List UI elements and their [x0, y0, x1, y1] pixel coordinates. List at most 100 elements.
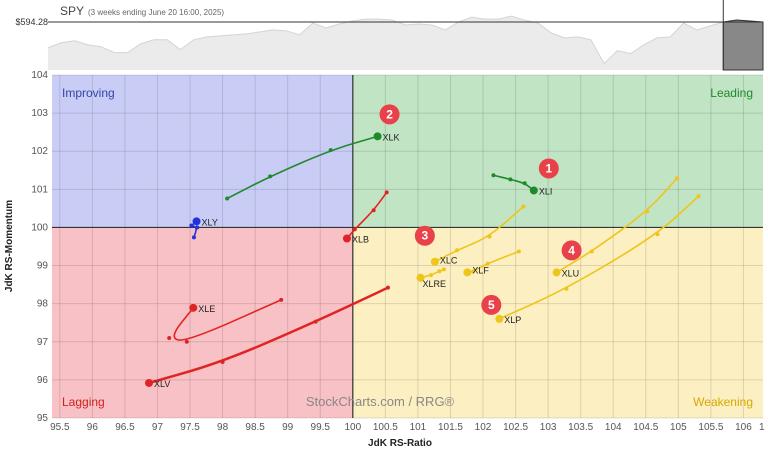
- head-point: [463, 268, 472, 277]
- x-tick-label: 1: [759, 422, 765, 433]
- x-tick-label: 95.5: [50, 422, 70, 433]
- badge-number: 1: [545, 161, 552, 175]
- tail-point: [220, 359, 225, 364]
- tail-point: [516, 249, 521, 254]
- tail-xlk: XLK 2: [225, 104, 400, 201]
- x-tick-label: 103: [540, 422, 557, 433]
- x-tick-label: 98: [217, 422, 229, 433]
- symbol-label: XLP: [504, 315, 521, 325]
- y-axis-label: JdK RS-Momentum: [4, 200, 15, 292]
- x-axis-label: JdK RS-Ratio: [368, 438, 432, 449]
- head-point: [416, 273, 425, 282]
- tail-xlu: XLU 4: [552, 176, 680, 278]
- x-tick-label: 104.5: [633, 422, 658, 433]
- tail-point: [189, 223, 194, 228]
- tail-point: [454, 248, 459, 253]
- tail-point: [191, 235, 196, 240]
- spy-price-chart: SPY (3 weeks ending June 20 16:00, 2025)…: [15, 0, 764, 71]
- symbol-label: XLC: [440, 256, 458, 266]
- symbol-label: XLV: [154, 379, 170, 389]
- badge-circle: [561, 240, 582, 261]
- callout-badge: 1: [538, 158, 559, 179]
- tail-point: [313, 319, 318, 324]
- quadrant-improving: [52, 75, 353, 228]
- symbol-label: XLI: [539, 186, 553, 196]
- tail-point: [184, 339, 189, 344]
- tail-point: [437, 269, 442, 274]
- tail-line: [556, 177, 678, 274]
- tail-line: [148, 286, 389, 385]
- y-tick-label: 100: [31, 222, 48, 233]
- tail-point: [167, 335, 172, 340]
- head-point: [552, 268, 561, 277]
- tail-point: [195, 225, 200, 230]
- tail-point: [696, 194, 701, 199]
- badge-circle: [538, 158, 559, 179]
- y-tick-label: 97: [37, 337, 49, 348]
- x-tick-label: 100.5: [373, 422, 398, 433]
- symbol-label: XLU: [562, 268, 580, 278]
- y-tick-label: 104: [31, 70, 48, 81]
- tail-line: [173, 299, 282, 341]
- y-tick-label: 99: [37, 261, 49, 272]
- symbol-label: XLE: [198, 304, 215, 314]
- quadrant-label-weakening: Weakening: [693, 395, 753, 409]
- tail-point: [225, 196, 230, 201]
- tail-point: [328, 148, 333, 153]
- badge-number: 3: [422, 229, 429, 243]
- tail-xlp: XLP 5: [481, 194, 701, 325]
- chart-subtitle: (3 weeks ending June 20 16:00, 2025): [88, 8, 224, 17]
- head-point: [342, 234, 351, 243]
- quadrant-lagging: [52, 227, 353, 418]
- tail-point: [655, 232, 660, 237]
- x-tick-label: 104: [605, 422, 622, 433]
- tail-point: [564, 286, 569, 291]
- badge-number: 4: [568, 243, 575, 257]
- head-point: [373, 132, 382, 141]
- tail-point: [675, 176, 680, 181]
- head-point: [529, 186, 538, 195]
- x-tick-label: 102.5: [503, 422, 528, 433]
- badge-circle: [414, 225, 435, 246]
- y-tick-label: 98: [37, 299, 49, 310]
- head-point: [192, 217, 201, 226]
- x-tick-label: 105.5: [698, 422, 723, 433]
- tail-point: [485, 261, 490, 266]
- quadrant-weakening: [352, 227, 763, 418]
- tail-xlre: XLRE: [416, 267, 447, 289]
- symbol-label: XLRE: [423, 279, 447, 289]
- tail-xle: XLE: [167, 297, 284, 344]
- tail-point: [471, 269, 476, 274]
- tail-point: [521, 204, 526, 209]
- tail-point: [441, 267, 446, 272]
- tail-line: [226, 135, 378, 200]
- chart-symbol: SPY: [60, 4, 84, 18]
- tail-point: [645, 209, 650, 214]
- tail-point: [487, 234, 492, 239]
- x-tick-label: 102: [475, 422, 492, 433]
- badge-number: 2: [386, 107, 393, 121]
- tail-xlc: XLC 3: [414, 204, 526, 266]
- head-point: [430, 257, 439, 266]
- current-period-area: [722, 19, 764, 71]
- symbol-label: XLF: [472, 265, 489, 275]
- quadrant-label-leading: Leading: [710, 86, 753, 100]
- symbol-label: XLK: [383, 132, 400, 142]
- callout-badge: 5: [481, 294, 502, 315]
- x-tick-label: 105: [670, 422, 687, 433]
- x-tick-label: 99.5: [311, 422, 331, 433]
- quadrant-label-improving: Improving: [62, 86, 115, 100]
- quadrant-label-lagging: Lagging: [62, 395, 105, 409]
- tail-point: [352, 227, 357, 232]
- symbol-label: XLB: [352, 234, 369, 244]
- x-tick-label: 96.5: [115, 422, 135, 433]
- tail-point: [522, 181, 527, 186]
- tail-point: [508, 177, 513, 182]
- badge-circle: [481, 294, 502, 315]
- tail-point: [428, 273, 433, 278]
- callout-badge: 2: [379, 104, 400, 125]
- x-tick-label: 99: [282, 422, 294, 433]
- x-tick-label: 100: [344, 422, 361, 433]
- tail-xli: XLI 1: [491, 158, 559, 196]
- x-tick-label: 97: [152, 422, 164, 433]
